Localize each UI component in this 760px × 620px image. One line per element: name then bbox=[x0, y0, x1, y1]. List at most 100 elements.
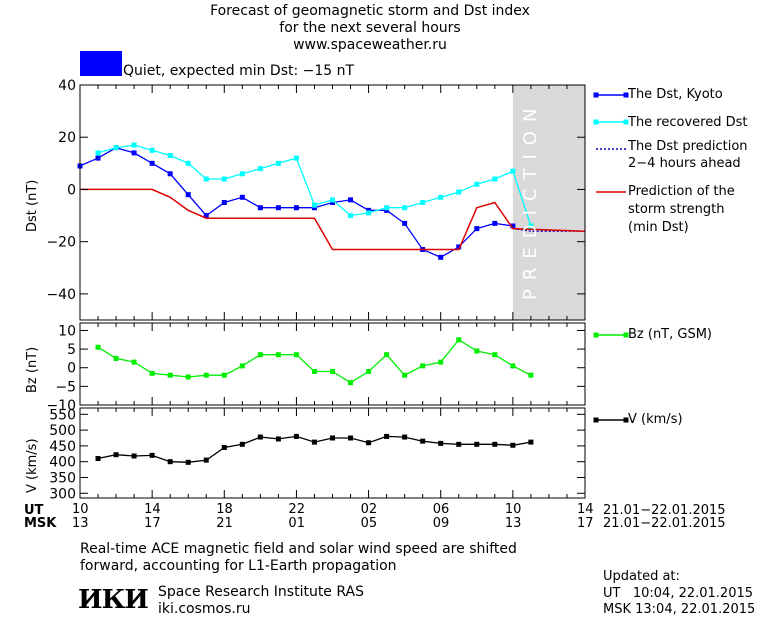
y-tick-label: 350 bbox=[49, 470, 76, 486]
footer-note-line2: forward, accounting for L1-Earth propaga… bbox=[80, 558, 397, 574]
data-point bbox=[149, 160, 155, 166]
org-name: Space Research Institute RAS bbox=[158, 584, 364, 600]
msk-tick-label: 09 bbox=[432, 516, 450, 531]
y-tick-label: 550 bbox=[49, 407, 76, 423]
y-tick-label: −10 bbox=[46, 398, 76, 414]
data-point bbox=[492, 352, 498, 358]
y-tick-label: 40 bbox=[58, 78, 76, 94]
data-point bbox=[492, 441, 498, 447]
data-point bbox=[420, 363, 426, 369]
series-line bbox=[97, 144, 532, 227]
y-tick-label: 10 bbox=[58, 323, 76, 339]
updated-label: Updated at: bbox=[603, 569, 680, 584]
dst-y-axis-label: Dst (nT) bbox=[25, 179, 40, 232]
y-tick-label: 0 bbox=[67, 182, 76, 198]
data-point bbox=[420, 438, 426, 444]
msk-tick-label: 13 bbox=[72, 516, 89, 531]
updated-msk-time: MSK 13:04, 22.01.2015 bbox=[603, 602, 756, 617]
ut-tick-label: 18 bbox=[216, 502, 233, 517]
data-point bbox=[167, 372, 173, 378]
data-point bbox=[293, 433, 299, 439]
legend-storm-line1: Prediction of the bbox=[628, 184, 735, 199]
footer-note-line1: Real-time ACE magnetic field and solar w… bbox=[80, 541, 517, 557]
ut-tick-label: 22 bbox=[288, 502, 305, 517]
data-point bbox=[185, 192, 191, 198]
data-point bbox=[402, 434, 408, 440]
legend-dst-prediction-line1: The Dst prediction bbox=[628, 139, 748, 154]
data-point bbox=[113, 145, 119, 151]
data-point bbox=[348, 213, 354, 219]
data-point bbox=[510, 168, 516, 174]
msk-date-range: 21.01−22.01.2015 bbox=[603, 516, 726, 531]
data-point bbox=[438, 254, 444, 260]
data-point bbox=[384, 433, 390, 439]
ut-date-range: 21.01−22.01.2015 bbox=[603, 503, 726, 518]
data-point bbox=[113, 355, 119, 361]
legend-swatch-marker bbox=[593, 417, 599, 423]
y-tick-label: 5 bbox=[67, 342, 76, 358]
data-point bbox=[293, 352, 299, 358]
data-point bbox=[221, 200, 227, 205]
bz-y-axis-label: Bz (nT) bbox=[25, 346, 40, 393]
data-point bbox=[131, 453, 137, 459]
data-point bbox=[221, 176, 227, 182]
data-point bbox=[167, 171, 173, 177]
data-point bbox=[384, 205, 390, 211]
data-point bbox=[510, 363, 516, 369]
iki-logo: ИКИ bbox=[78, 585, 149, 615]
data-point bbox=[366, 440, 372, 446]
data-point bbox=[239, 194, 245, 200]
data-point bbox=[131, 359, 137, 365]
data-point bbox=[402, 205, 408, 211]
v-y-axis-label: V (km/s) bbox=[25, 438, 40, 493]
y-tick-label: −40 bbox=[46, 287, 76, 303]
legend-storm-line2: storm strength bbox=[628, 202, 725, 217]
data-point bbox=[474, 441, 480, 447]
data-point bbox=[257, 352, 263, 358]
data-point bbox=[456, 189, 462, 195]
msk-tick-label: 01 bbox=[288, 516, 305, 531]
data-point bbox=[293, 155, 299, 161]
data-point bbox=[456, 337, 462, 343]
status-text: Quiet, expected min Dst: −15 nT bbox=[123, 63, 355, 79]
data-point bbox=[330, 197, 335, 203]
data-point bbox=[203, 372, 209, 378]
data-point bbox=[257, 166, 263, 172]
data-point bbox=[510, 442, 516, 448]
legend-v: V (km/s) bbox=[628, 412, 683, 427]
y-tick-label: −5 bbox=[55, 379, 76, 395]
data-point bbox=[149, 147, 155, 153]
data-point bbox=[185, 160, 191, 166]
chart-title-line1: Forecast of geomagnetic storm and Dst in… bbox=[210, 3, 530, 19]
data-point bbox=[438, 194, 444, 200]
data-point bbox=[95, 344, 101, 350]
data-point bbox=[456, 244, 462, 250]
data-point bbox=[131, 142, 137, 148]
updated-ut-time: UT 10:04, 22.01.2015 bbox=[603, 586, 754, 601]
msk-tick-label: 13 bbox=[504, 516, 522, 531]
y-tick-label: 400 bbox=[49, 455, 76, 471]
chart-title-url: www.spaceweather.ru bbox=[293, 37, 447, 53]
data-point bbox=[167, 459, 173, 465]
legend-swatch-marker bbox=[593, 92, 599, 98]
data-point bbox=[239, 363, 245, 369]
ut-tick-label: 02 bbox=[360, 502, 378, 517]
data-point bbox=[95, 456, 101, 462]
org-website-link[interactable]: iki.cosmos.ru bbox=[158, 601, 251, 617]
data-point bbox=[185, 459, 191, 465]
data-point bbox=[420, 200, 426, 205]
data-point bbox=[402, 372, 408, 378]
data-point bbox=[149, 370, 155, 376]
data-point bbox=[95, 150, 101, 156]
ut-tick-label: 14 bbox=[144, 502, 161, 517]
legend-bz: Bz (nT, GSM) bbox=[628, 327, 713, 342]
data-point bbox=[384, 352, 390, 358]
legend-swatch-marker bbox=[593, 119, 599, 125]
data-point bbox=[438, 440, 444, 446]
series-line bbox=[79, 146, 513, 259]
data-point bbox=[474, 226, 480, 232]
data-point bbox=[221, 372, 227, 378]
data-point bbox=[275, 205, 281, 211]
msk-tick-label: 05 bbox=[360, 516, 378, 531]
data-point bbox=[474, 348, 480, 354]
